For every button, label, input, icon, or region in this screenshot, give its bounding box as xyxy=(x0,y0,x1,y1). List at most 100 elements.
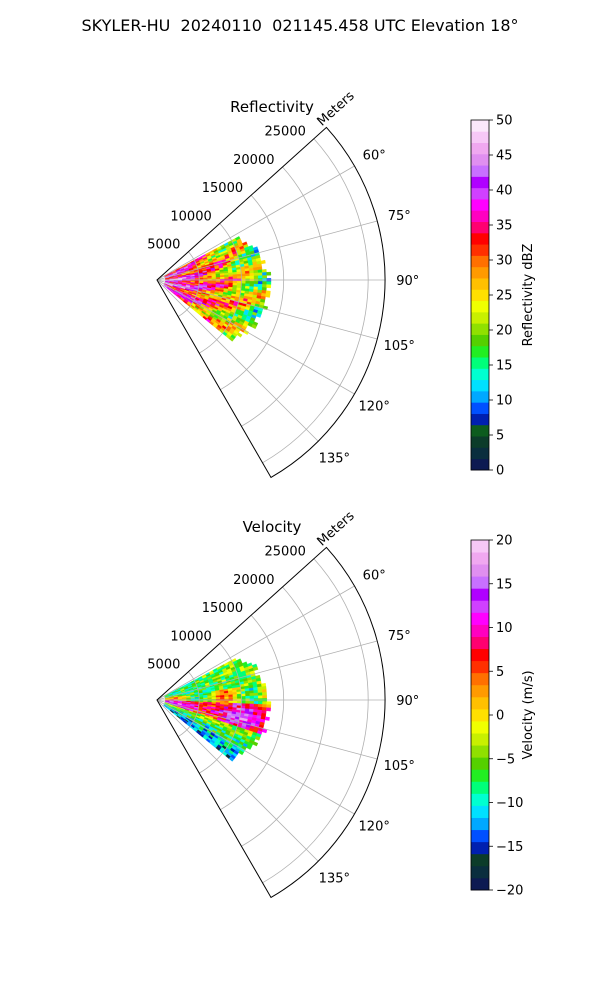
data-cell xyxy=(245,273,251,277)
data-cell xyxy=(241,280,246,284)
data-cell xyxy=(258,275,263,279)
colorbar-segment xyxy=(471,648,489,662)
range-tick-label: 5000 xyxy=(147,238,180,253)
data-cell xyxy=(253,701,259,705)
data-cell xyxy=(266,281,272,285)
colorbar-label: Velocity (m/s) xyxy=(521,670,536,759)
data-cell xyxy=(228,276,234,280)
colorbar-segment xyxy=(471,436,489,448)
panel-title: Reflectivity xyxy=(230,98,314,116)
data-cell xyxy=(257,272,263,276)
data-cell xyxy=(258,695,263,699)
colorbar-tick-label: 0 xyxy=(496,464,504,479)
data-cell xyxy=(236,276,242,280)
colorbar-segment xyxy=(471,769,489,782)
colorbar-segment xyxy=(471,278,489,290)
data-cell xyxy=(252,741,259,747)
data-cell xyxy=(241,693,246,697)
colorbar-segment xyxy=(471,413,489,426)
data-cell xyxy=(253,275,259,279)
colorbar-segment xyxy=(471,624,489,637)
colorbar-tick-label: 20 xyxy=(496,324,513,339)
sector-frame xyxy=(156,126,386,479)
colorbar-segment xyxy=(471,221,489,234)
data-cell xyxy=(249,275,255,279)
range-ring xyxy=(199,643,242,774)
colorbar-segment xyxy=(471,708,489,722)
colorbar-segment xyxy=(471,210,489,223)
data-cell xyxy=(241,273,246,277)
range-ring xyxy=(262,138,369,464)
colorbar-segment xyxy=(471,540,489,553)
data-cell xyxy=(253,689,259,694)
colorbar-segment xyxy=(471,266,489,279)
data-cell xyxy=(215,277,221,280)
colorbar-segment xyxy=(471,334,489,347)
velocity-panel: Velocity 5000 10000 15000 20000 25000 Meters 60… xyxy=(147,508,536,898)
data-cell xyxy=(251,324,257,330)
colorbar-segment xyxy=(471,131,489,143)
data-cell xyxy=(261,689,267,693)
data-cell xyxy=(228,696,234,700)
data-cell xyxy=(257,284,263,288)
data-cell xyxy=(236,700,242,704)
data-cell xyxy=(236,696,242,700)
data-cell xyxy=(249,270,255,274)
data-cell xyxy=(211,277,217,280)
data-cell xyxy=(258,701,263,705)
colorbar-segment xyxy=(471,323,489,335)
colorbar-tick-label: 15 xyxy=(496,359,513,374)
data-cell xyxy=(245,695,251,699)
colorbar-segment xyxy=(471,244,489,256)
colorbar-segment xyxy=(471,199,489,211)
range-tick-label: 20000 xyxy=(233,573,274,588)
data-cell xyxy=(264,716,270,721)
colorbar-segment xyxy=(471,757,489,770)
colorbar-tick-label: 10 xyxy=(496,394,513,409)
colorbar-segment xyxy=(471,733,489,746)
range-ring xyxy=(220,194,285,391)
data-cell xyxy=(249,690,255,694)
range-ring xyxy=(220,614,285,811)
data-cell xyxy=(253,692,259,697)
colorbar-segment xyxy=(471,805,489,818)
colorbar-tick-label: 35 xyxy=(496,219,513,234)
colorbar-segment xyxy=(471,402,489,414)
data-cell xyxy=(262,281,267,285)
colorbar-segment xyxy=(471,612,489,625)
data-cell xyxy=(262,704,267,708)
colorbar-segment xyxy=(471,390,489,403)
data-cell xyxy=(228,756,235,762)
data-cell xyxy=(241,696,246,700)
azimuth-tick-label: 60° xyxy=(363,149,386,164)
data-cell xyxy=(260,259,266,265)
data-cell xyxy=(224,276,229,280)
azimuth-tick-label: 105° xyxy=(384,339,415,354)
data-cell xyxy=(254,735,261,741)
colorbar-segment xyxy=(471,684,489,698)
range-axis-label: Meters xyxy=(315,508,358,549)
data-cell xyxy=(245,701,251,705)
data-cell xyxy=(249,281,255,285)
data-cell xyxy=(253,281,259,285)
data-cell xyxy=(220,696,225,700)
colorbar-tick-label: 20 xyxy=(496,534,513,549)
colorbar-tick-label: −5 xyxy=(496,752,515,767)
data-cell xyxy=(245,275,251,279)
data-cell xyxy=(266,284,272,289)
panel-title: Velocity xyxy=(243,518,302,536)
range-ring xyxy=(262,558,369,884)
azimuth-spoke xyxy=(156,699,355,815)
colorbar-segment xyxy=(471,447,489,460)
data-cell xyxy=(266,704,272,709)
data-cell xyxy=(253,269,259,274)
data-cell xyxy=(249,273,255,277)
colorbar-tick-label: 10 xyxy=(496,621,513,636)
data-cell xyxy=(211,697,217,700)
data-cell xyxy=(266,271,272,276)
azimuth-tick-label: 135° xyxy=(319,871,350,886)
colorbar-segment xyxy=(471,368,489,381)
data-cell xyxy=(262,272,267,276)
colorbar-segment xyxy=(471,781,489,794)
